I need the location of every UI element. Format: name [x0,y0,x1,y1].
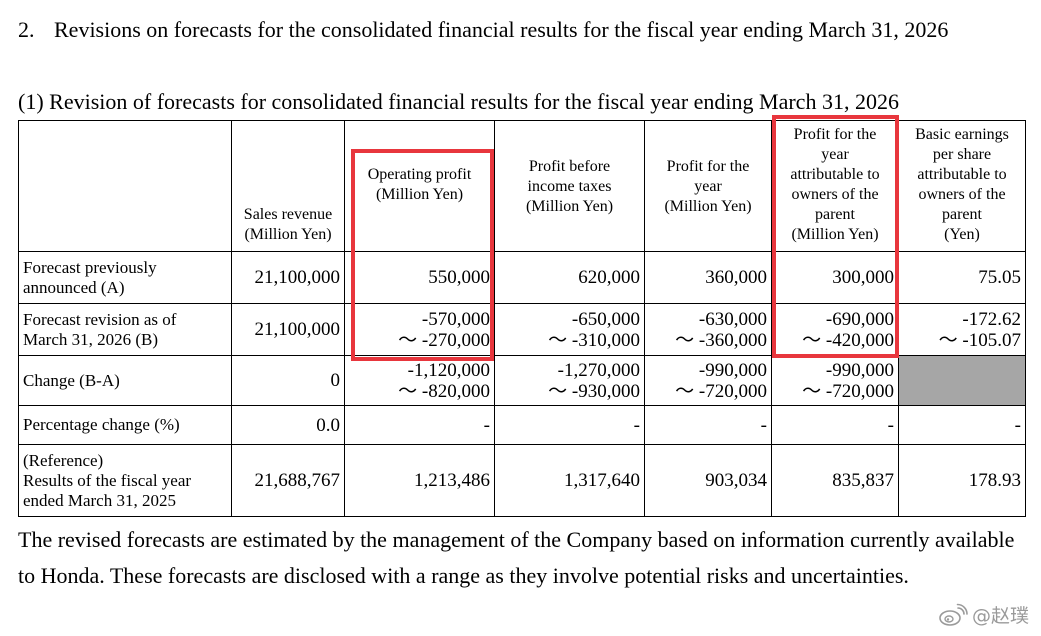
cell-profit-attributable: -990,000 ～ -720,000 [771,355,899,406]
table-row-forecast-revision: Forecast revision as of March 31, 2026 (… [18,303,1026,356]
row-label: Change (B-A) [18,355,232,406]
cell-profit-for-year: 903,034 [644,444,772,517]
col-header-operating-profit: Operating profit (Million Yen) [344,120,495,252]
footnote: The revised forecasts are estimated by t… [18,527,1015,588]
cell-basic-eps: - [898,405,1026,445]
forecast-table: Sales revenue (Million Yen) Operating pr… [18,120,1026,517]
cell-profit-before-taxes: -650,000 ～ -310,000 [494,303,645,356]
watermark-text: @赵璞 [971,605,1029,627]
cell-basic-eps: 178.93 [898,444,1026,517]
cell-basic-eps: 75.05 [898,251,1026,304]
cell-sales-revenue: 21,688,767 [231,444,345,517]
cell-profit-before-taxes: 1,317,640 [494,444,645,517]
table-row-percentage-change: Percentage change (%) 0.0 - - - - - [18,405,1026,445]
section-number: 2. [18,17,35,42]
row-label: Forecast previously announced (A) [18,251,232,304]
col-header-profit-for-year: Profit for the year (Million Yen) [644,120,772,252]
col-header-sales-revenue: Sales revenue (Million Yen) [231,120,345,252]
cell-profit-attributable: 300,000 [771,251,899,304]
watermark: @赵璞 [938,601,1029,628]
cell-sales-revenue: 0.0 [231,405,345,445]
col-header-profit-attributable: Profit for the year attributable to owne… [771,120,899,252]
cell-profit-for-year: - [644,405,772,445]
cell-profit-attributable: -690,000 ～ -420,000 [771,303,899,356]
header-corner [18,120,232,252]
section-title: Revisions on forecasts for the consolida… [54,17,949,42]
cell-profit-for-year: -990,000 ～ -720,000 [644,355,772,406]
cell-profit-before-taxes: 620,000 [494,251,645,304]
cell-basic-eps: -172.62 ～ -105.07 [898,303,1026,356]
col-header-profit-before-taxes: Profit before income taxes (Million Yen) [494,120,645,252]
row-label: Forecast revision as of March 31, 2026 (… [18,303,232,356]
cell-sales-revenue: 21,100,000 [231,303,345,356]
cell-profit-attributable: 835,837 [771,444,899,517]
cell-profit-attributable: - [771,405,899,445]
cell-operating-profit: 1,213,486 [344,444,495,517]
cell-operating-profit: - [344,405,495,445]
cell-operating-profit: -570,000 ～ -270,000 [344,303,495,356]
cell-operating-profit: 550,000 [344,251,495,304]
cell-sales-revenue: 0 [231,355,345,406]
cell-profit-for-year: -630,000 ～ -360,000 [644,303,772,356]
table-row-forecast-previous: Forecast previously announced (A) 21,100… [18,251,1026,304]
cell-profit-for-year: 360,000 [644,251,772,304]
row-label: Percentage change (%) [18,405,232,445]
section-heading: 2. Revisions on forecasts for the consoli… [18,16,948,44]
col-header-basic-eps: Basic earnings per share attributable to… [898,120,1026,252]
header-row: Sales revenue (Million Yen) Operating pr… [18,120,1026,252]
cell-operating-profit: -1,120,000 ～ -820,000 [344,355,495,406]
table-row-reference-results: (Reference) Results of the fiscal year e… [18,444,1026,517]
row-label: (Reference) Results of the fiscal year e… [18,444,232,517]
cell-profit-before-taxes: - [494,405,645,445]
subsection-title: (1) Revision of forecasts for consolidat… [18,89,899,114]
cell-profit-before-taxes: -1,270,000 ～ -930,000 [494,355,645,406]
cell-basic-eps-shaded [898,355,1026,406]
weibo-icon [938,603,968,627]
cell-sales-revenue: 21,100,000 [231,251,345,304]
table-row-change: Change (B-A) 0 -1,120,000 ～ -820,000 -1,… [18,355,1026,406]
